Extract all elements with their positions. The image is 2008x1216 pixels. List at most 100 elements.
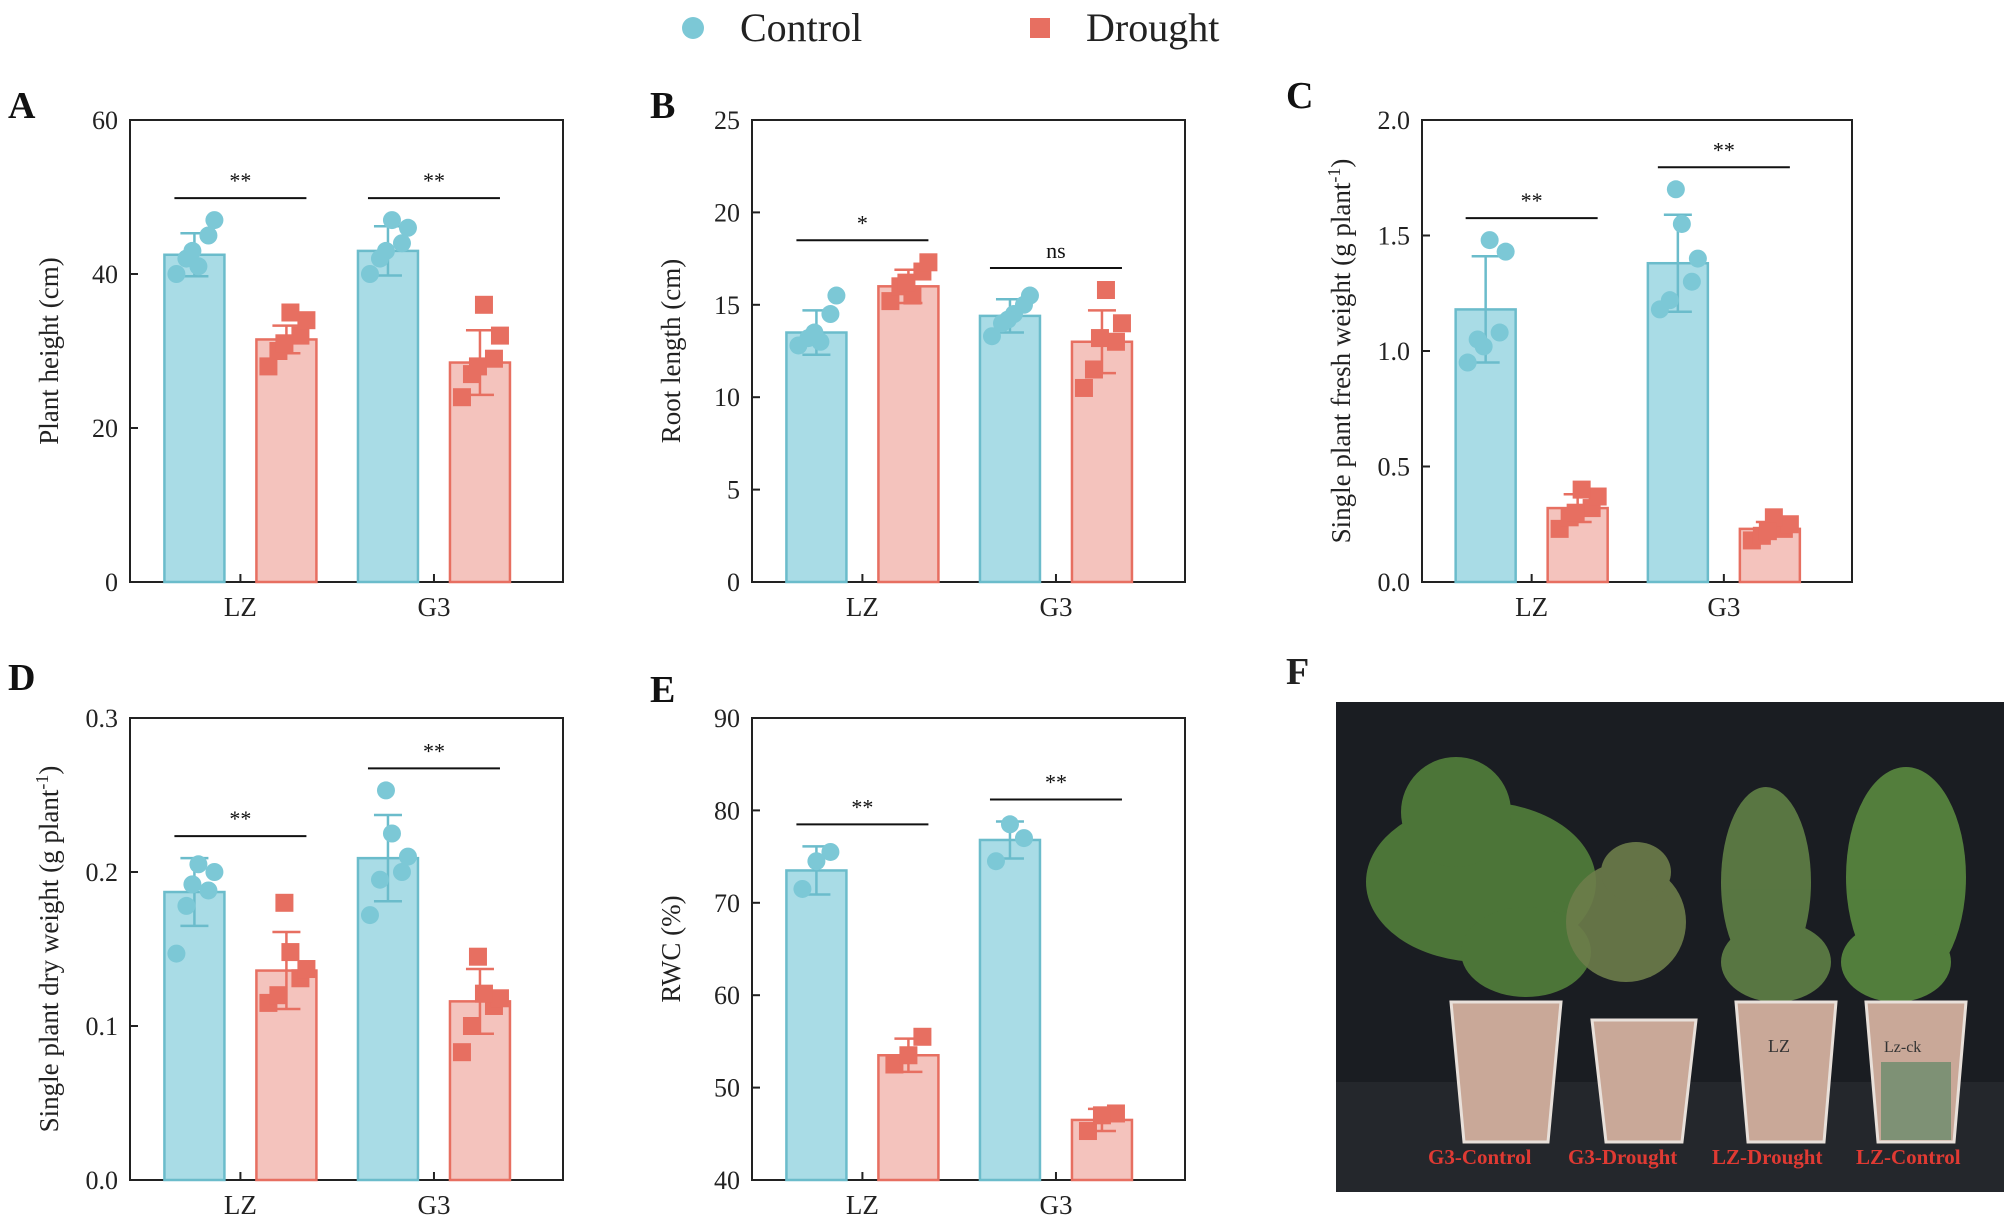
data-point-drought — [474, 984, 493, 1003]
y-tick-label: 0.5 — [1378, 453, 1411, 482]
panel-d: D 0.0 0.1 0.2 0.3 Single plant dry weight (g … — [8, 657, 564, 1216]
y-tick-label: 1.5 — [1378, 222, 1411, 251]
data-point-drought — [919, 253, 938, 272]
data-point-control — [1688, 249, 1707, 268]
y-axis-label: RWC (%) — [656, 895, 686, 1002]
data-point-drought — [1078, 1122, 1097, 1141]
cup-mark-lz: LZ — [1768, 1036, 1790, 1056]
x-tick-label: G3 — [417, 592, 450, 622]
y-tick-label: 60 — [92, 106, 118, 135]
x-tick-label: G3 — [1039, 1190, 1072, 1216]
data-point-control — [1480, 231, 1499, 250]
panel-f-photo: LZ Lz-ck G3-Control G3-Drought LZ-Drough… — [1336, 702, 2004, 1192]
data-point-drought — [1764, 508, 1783, 527]
x-tick-label: G3 — [1039, 592, 1072, 622]
data-point-drought — [1092, 1106, 1111, 1125]
data-point-drought — [1074, 378, 1093, 397]
axes-frame — [751, 717, 1186, 1181]
y-axis-label: Root length (cm) — [656, 259, 686, 443]
y-tick-label: 0.3 — [86, 704, 119, 733]
y-tick-label: 1.0 — [1378, 337, 1411, 366]
data-point-control — [205, 211, 224, 230]
data-point-control — [1474, 337, 1493, 356]
data-point-drought — [452, 388, 471, 407]
y-tick-label: 70 — [714, 889, 740, 918]
data-point-drought — [281, 943, 300, 962]
data-point-control — [1490, 323, 1509, 342]
significance-label: ** — [423, 168, 445, 193]
y-tick-label: 0.0 — [1378, 568, 1411, 597]
plant-photo-illustration: LZ Lz-ck — [1336, 702, 2004, 1192]
y-tick-label: 60 — [714, 981, 740, 1010]
data-point-drought — [490, 326, 509, 345]
data-point-drought — [275, 334, 294, 353]
plant-lz-drought — [1721, 787, 1831, 1002]
data-point-drought — [297, 960, 316, 979]
y-axis-label-sup: -1 — [32, 775, 52, 790]
data-point-control — [392, 234, 411, 253]
data-point-control — [382, 824, 401, 843]
y-axis-label: Plant height (cm) — [34, 257, 64, 444]
data-point-control — [376, 241, 395, 260]
data-point-drought — [275, 893, 294, 912]
data-point-drought — [269, 986, 288, 1005]
data-point-control — [1672, 214, 1691, 233]
plant-lz-control — [1841, 767, 1966, 1002]
data-point-drought — [259, 357, 278, 376]
data-point-control — [189, 855, 208, 874]
significance-label: ** — [851, 794, 873, 819]
significance-label: ** — [229, 806, 251, 831]
data-point-control — [177, 896, 196, 915]
data-point-control — [392, 863, 411, 881]
bar-control-g3 — [978, 838, 1042, 1182]
data-point-control — [167, 944, 186, 963]
data-point-drought — [1106, 332, 1125, 351]
bar-control-lz — [785, 331, 848, 584]
y-tick-label: 10 — [714, 383, 740, 412]
data-point-control — [805, 323, 824, 342]
bar-control-g3 — [978, 314, 1042, 584]
data-point-drought — [899, 1046, 918, 1065]
x-tick-label: LZ — [224, 592, 257, 622]
data-point-control — [1020, 286, 1039, 305]
data-point-drought — [897, 273, 916, 292]
data-point-control — [199, 226, 218, 245]
data-point-drought — [468, 947, 487, 966]
axes-frame — [751, 119, 1186, 583]
panel-b: B 0 5 10 15 20 25 Root length (cm) LZ * G3 ns — [650, 85, 1186, 622]
data-point-control — [793, 879, 812, 898]
data-point-drought — [1588, 487, 1607, 506]
data-point-drought — [1112, 314, 1131, 333]
significance-label: * — [857, 210, 868, 235]
y-tick-label: 0 — [727, 568, 740, 597]
legend-label-drought: Drought — [1086, 5, 1220, 50]
data-point-drought — [1758, 522, 1777, 541]
photo-label-lz-control: LZ-Control — [1856, 1145, 1961, 1169]
x-tick-label: LZ — [846, 592, 879, 622]
panel-a: A 0 20 40 60 Plant height (cm) LZ ** G3 ** — [8, 85, 564, 622]
data-point-drought — [1090, 329, 1109, 348]
panel-letter-d: D — [8, 657, 35, 699]
y-tick-label: 0.2 — [86, 858, 119, 887]
data-point-control — [376, 781, 395, 800]
legend-label-control: Control — [740, 5, 863, 50]
y-tick-label: 0.0 — [86, 1166, 119, 1195]
bar-control-g3 — [356, 249, 420, 584]
y-tick-label: 80 — [714, 796, 740, 825]
data-point-drought — [484, 349, 503, 368]
panel-e: E 40 50 60 70 80 90 RWC (%) LZ ** G3 ** — [650, 669, 1186, 1216]
data-point-drought — [462, 1017, 481, 1035]
bar-drought-lz — [255, 338, 318, 584]
data-point-control — [167, 265, 186, 283]
significance-label: ** — [1713, 137, 1735, 162]
y-tick-label: 5 — [727, 476, 740, 505]
data-point-drought — [474, 295, 493, 314]
data-point-drought — [881, 292, 900, 311]
bar-control-lz — [163, 253, 226, 584]
axes-frame — [129, 717, 564, 1181]
y-axis-label-close: ) — [1326, 159, 1356, 168]
y-tick-label: 0 — [105, 568, 118, 597]
panel-letter-f: F — [1286, 651, 1310, 693]
data-point-control — [183, 875, 202, 894]
